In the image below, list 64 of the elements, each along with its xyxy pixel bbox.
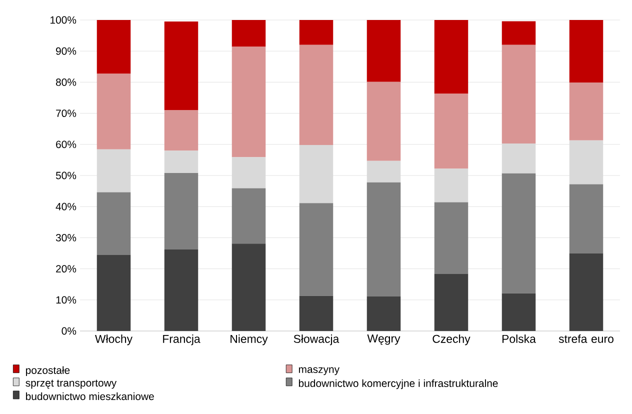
bar bbox=[502, 173, 536, 294]
bar bbox=[366, 160, 401, 182]
x-tick-label: Włochy bbox=[95, 334, 132, 346]
bar bbox=[164, 250, 198, 331]
bar bbox=[299, 145, 334, 204]
bar bbox=[299, 44, 334, 146]
bar bbox=[502, 293, 536, 331]
bar bbox=[96, 20, 131, 74]
bar bbox=[96, 74, 131, 150]
legend-label: budownictwo komercyjne i infrastrukturalne bbox=[298, 379, 498, 390]
legend-label: sprzęt transportowy bbox=[26, 380, 117, 389]
y-tick-label: 30% bbox=[56, 234, 76, 242]
bar bbox=[164, 173, 198, 250]
x-tick-label: Węgry bbox=[367, 334, 400, 345]
bar bbox=[96, 254, 131, 331]
y-tick-label: 0% bbox=[62, 327, 76, 335]
bar bbox=[299, 296, 334, 331]
bar bbox=[434, 274, 468, 331]
bar bbox=[434, 202, 468, 274]
bar bbox=[366, 182, 401, 296]
y-tick-label: 50% bbox=[56, 172, 76, 180]
y-tick-label: 80% bbox=[56, 78, 76, 86]
bar bbox=[569, 82, 604, 140]
bar bbox=[434, 20, 468, 94]
x-tick-label: Francja bbox=[163, 334, 200, 346]
bar bbox=[96, 149, 131, 192]
bar bbox=[232, 244, 266, 331]
bar bbox=[366, 296, 401, 331]
bar bbox=[502, 44, 536, 144]
y-tick-label: 100% bbox=[50, 16, 76, 24]
bar bbox=[232, 157, 266, 188]
y-tick-label: 40% bbox=[56, 202, 76, 210]
x-tick-label: Polska bbox=[502, 334, 536, 343]
legend-label: maszyny bbox=[298, 367, 340, 376]
bar bbox=[569, 20, 604, 83]
bar bbox=[569, 253, 604, 331]
legend-label: budownictwo mieszkaniowe bbox=[26, 392, 154, 400]
bar bbox=[164, 150, 198, 174]
legend-label: pozostałe bbox=[26, 366, 70, 376]
bar bbox=[232, 20, 266, 47]
bar bbox=[232, 46, 266, 158]
bar bbox=[96, 192, 131, 255]
bar bbox=[164, 110, 198, 151]
bar bbox=[366, 20, 401, 82]
bar bbox=[366, 82, 401, 161]
y-tick-label: 90% bbox=[56, 47, 76, 55]
x-tick-label: Niemcy bbox=[230, 334, 268, 346]
y-tick-label: 60% bbox=[56, 140, 76, 148]
bar bbox=[434, 94, 468, 169]
y-tick-label: 20% bbox=[56, 265, 76, 273]
y-tick-label: 10% bbox=[56, 296, 76, 304]
bar bbox=[164, 22, 198, 110]
x-tick-label: Słowacja bbox=[294, 334, 340, 346]
x-tick-label: strefa euro bbox=[558, 334, 614, 343]
y-tick-label: 70% bbox=[56, 110, 76, 118]
bar bbox=[299, 203, 334, 296]
bar bbox=[232, 188, 266, 244]
bar bbox=[502, 21, 536, 45]
bar bbox=[502, 143, 536, 174]
bar bbox=[569, 140, 604, 184]
bar bbox=[434, 168, 468, 202]
bar bbox=[299, 20, 334, 45]
bar bbox=[569, 184, 604, 254]
x-tick-label: Czechy bbox=[432, 334, 470, 346]
